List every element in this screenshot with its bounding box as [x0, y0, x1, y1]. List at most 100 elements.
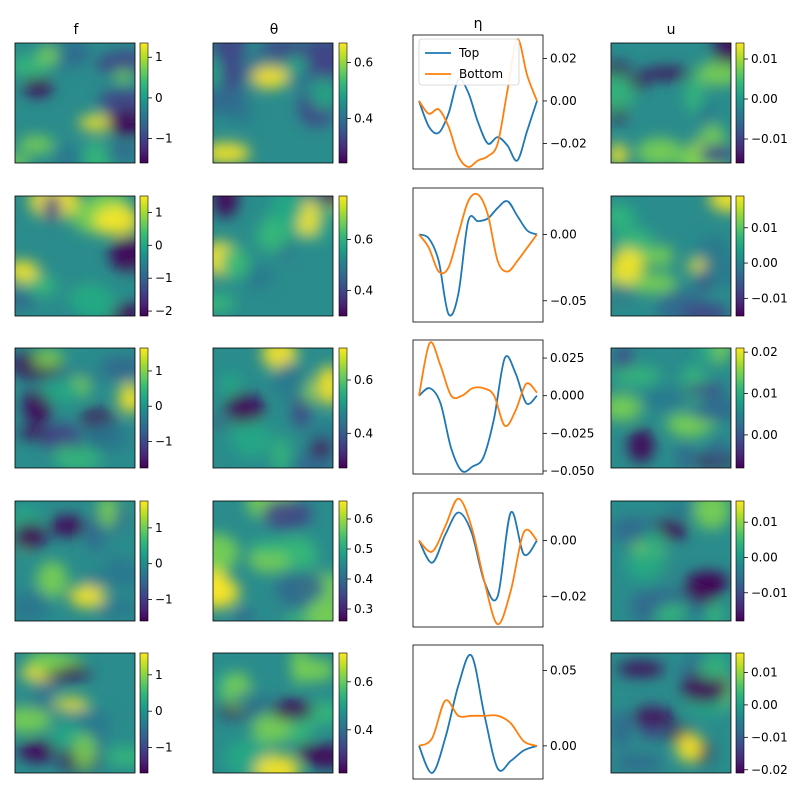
eta-tick-label: −0.02	[550, 136, 587, 150]
colorbar-tick-label: 0.4	[354, 723, 373, 737]
colorbar-tick-label: 0.01	[751, 221, 778, 235]
field-blob	[23, 77, 53, 98]
field-image	[15, 653, 135, 773]
legend: Top Bottom	[418, 38, 520, 86]
colorbar-tick-label: −0.01	[751, 586, 788, 600]
field-blob	[71, 286, 116, 316]
field-blob	[49, 515, 86, 537]
field-blob	[697, 101, 716, 131]
field-blob	[213, 196, 239, 218]
colorbar-tick-label: −1	[155, 593, 173, 607]
field-blob	[697, 235, 730, 265]
field-blob	[296, 743, 320, 761]
field-blob	[676, 442, 694, 468]
field-blob	[641, 387, 693, 411]
field-blobs	[213, 348, 333, 468]
eta-tick-label: −0.025	[550, 426, 594, 440]
eta-series-top	[418, 78, 538, 162]
field-blob	[64, 43, 90, 67]
colorbar-u	[735, 652, 745, 774]
field-blob	[613, 754, 664, 772]
field-blob	[108, 236, 135, 273]
field-blob	[627, 428, 655, 463]
colorbar-tick-label: −1	[155, 435, 173, 449]
field-frame	[212, 195, 334, 317]
colorbar-theta	[338, 195, 348, 317]
field-blob	[251, 65, 289, 89]
field-blob	[118, 383, 135, 414]
field-blob	[708, 196, 731, 212]
colorbar-theta	[338, 42, 348, 164]
colorbar-tick-label: 0.3	[354, 602, 373, 616]
colorbar-tick-label: −1	[155, 741, 173, 755]
field-frame	[610, 347, 732, 469]
field-blobs	[213, 196, 333, 314]
field-image	[213, 196, 333, 316]
colorbar-theta	[338, 652, 348, 774]
colorbar-tick-label: 0.00	[751, 92, 778, 106]
field-blob	[81, 572, 127, 588]
field-frame	[212, 652, 334, 774]
colorbar-tick-label: 0	[155, 557, 163, 571]
field-blob	[111, 303, 135, 316]
field-blob	[213, 142, 250, 163]
field-blob	[242, 703, 263, 721]
eta-series-top	[418, 653, 538, 774]
field-blob	[100, 355, 135, 381]
field-blob	[321, 196, 333, 207]
field-blob	[611, 711, 633, 748]
field-blob	[52, 144, 84, 163]
colorbar-theta	[338, 500, 348, 622]
colorbar-tick-label: 0.00	[751, 428, 778, 442]
field-blob	[232, 608, 256, 621]
field-blob	[15, 522, 47, 550]
field-blob	[213, 293, 236, 314]
field-blobs	[611, 348, 731, 468]
eta-series-top	[418, 200, 538, 317]
field-blob	[231, 420, 272, 458]
field-blob	[292, 396, 311, 429]
field-blob	[271, 699, 314, 721]
field-blob	[611, 248, 645, 284]
field-blob	[72, 733, 97, 770]
colorbar-tick-label: 0.6	[354, 512, 373, 526]
eta-series-bottom	[418, 341, 538, 428]
field-blob	[107, 109, 135, 137]
field-blob	[213, 533, 239, 572]
field-blob	[681, 303, 730, 316]
field-blob	[291, 653, 309, 685]
field-blob	[611, 394, 642, 421]
field-image	[15, 348, 135, 468]
field-blob	[272, 362, 307, 402]
eta-series-bottom	[418, 497, 538, 626]
field-blob	[699, 143, 731, 163]
field-blob	[712, 43, 731, 65]
field-blob	[270, 196, 304, 225]
field-blob	[641, 67, 692, 80]
field-blobs	[611, 501, 731, 621]
field-image	[213, 501, 333, 621]
field-frame	[212, 500, 334, 622]
field-frame	[610, 42, 732, 164]
field-blob	[221, 372, 241, 401]
colorbar-tick-label: 0.6	[354, 232, 373, 246]
eta-tick-label: 0.05	[550, 664, 577, 678]
field-blob	[69, 584, 105, 608]
field-blob	[240, 266, 274, 289]
field-image	[213, 348, 333, 468]
field-frame	[212, 42, 334, 164]
colorbar-tick-label: 0.6	[354, 373, 373, 387]
field-blobs	[611, 196, 731, 316]
field-blob	[95, 598, 135, 619]
colorbar-f	[139, 347, 149, 469]
colorbar-theta	[338, 347, 348, 469]
field-blob	[611, 283, 639, 307]
field-blob	[304, 599, 333, 621]
field-blob	[316, 365, 333, 406]
field-blob	[119, 49, 135, 64]
field-blob	[296, 544, 316, 563]
field-frame	[14, 652, 136, 774]
colorbar-tick-label: 0.4	[354, 283, 373, 297]
field-blob	[634, 272, 677, 294]
field-blob	[42, 196, 62, 223]
